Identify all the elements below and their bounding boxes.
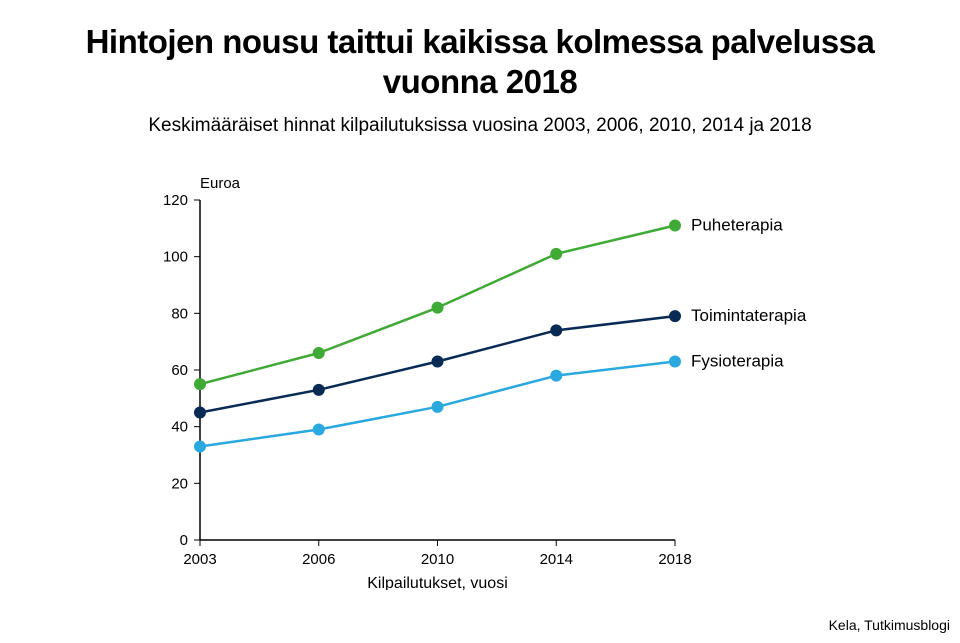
y-tick-label: 0: [180, 532, 188, 549]
y-tick-label: 100: [163, 249, 188, 266]
series-marker: [432, 356, 443, 367]
series-marker: [195, 441, 206, 452]
y-tick-label: 40: [171, 419, 188, 436]
series-marker: [551, 248, 562, 259]
series-marker: [551, 370, 562, 381]
series-marker: [313, 384, 324, 395]
x-tick-label: 2010: [421, 551, 454, 568]
line-chart: Euroa 0 20 40 60 80 100 120 2003 2006 2010 2014 2018…: [140, 170, 840, 590]
series-marker: [551, 325, 562, 336]
y-tick-label: 20: [171, 475, 188, 492]
x-tick-label: 2018: [658, 551, 691, 568]
chart-subtitle: Keskimääräiset hinnat kilpailutuksissa v…: [40, 115, 920, 137]
x-axis-label: Kilpailutukset, vuosi: [367, 575, 508, 590]
series-marker: [195, 379, 206, 390]
series-marker: [432, 302, 443, 313]
series-label: Puheterapia: [691, 216, 783, 235]
y-tick-label: 120: [163, 192, 188, 209]
series-label: Toimintaterapia: [691, 306, 807, 325]
chart-area: Euroa 0 20 40 60 80 100 120 2003 2006 2010 2014 2018…: [140, 170, 840, 590]
y-tick-label: 60: [171, 362, 188, 379]
series-marker: [313, 348, 324, 359]
series-marker: [670, 356, 681, 367]
series-marker: [195, 407, 206, 418]
x-tick-label: 2003: [183, 551, 216, 568]
chart-title: Hintojen nousu taittui kaikissa kolmessa…: [0, 0, 960, 101]
series-marker: [670, 311, 681, 322]
series-marker: [313, 424, 324, 435]
x-tick-label: 2014: [540, 551, 573, 568]
y-unit-label: Euroa: [200, 175, 241, 192]
source-text: Kela, Tutkimusblogi: [829, 617, 950, 633]
x-tick-label: 2006: [302, 551, 335, 568]
series-label: Fysioterapia: [691, 352, 784, 371]
series-marker: [432, 401, 443, 412]
chart-figure: Hintojen nousu taittui kaikissa kolmessa…: [0, 0, 960, 643]
series-marker: [670, 220, 681, 231]
y-tick-label: 80: [171, 305, 188, 322]
